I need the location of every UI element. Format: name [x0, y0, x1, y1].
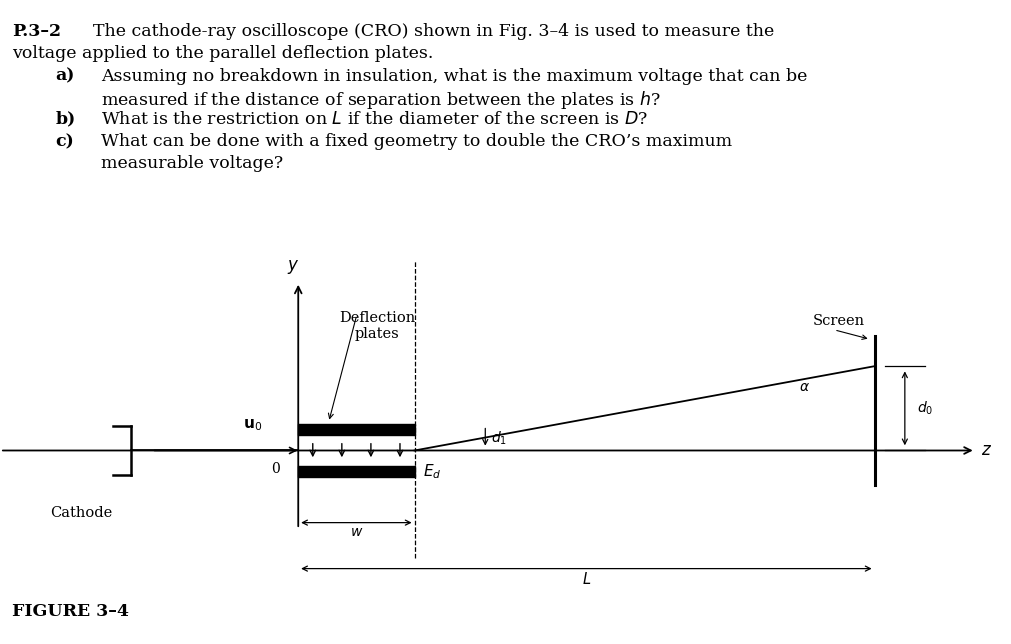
Text: measured if the distance of separation between the plates is $h$?: measured if the distance of separation b…: [101, 89, 661, 111]
Text: voltage applied to the parallel deflection plates.: voltage applied to the parallel deflecti…: [12, 45, 434, 62]
Text: What can be done with a fixed geometry to double the CRO’s maximum: What can be done with a fixed geometry t…: [101, 133, 732, 150]
Text: P.3–2: P.3–2: [12, 23, 61, 39]
Text: $L$: $L$: [581, 571, 591, 587]
Text: 0: 0: [271, 462, 280, 476]
Text: $z$: $z$: [981, 442, 992, 459]
Text: $E_d$: $E_d$: [423, 462, 441, 480]
Bar: [298, 424, 415, 435]
Text: $d_0$: $d_0$: [917, 400, 933, 417]
Text: $y$: $y$: [287, 258, 299, 276]
Text: $w$: $w$: [350, 525, 363, 538]
Text: $d_1$: $d_1$: [491, 430, 508, 447]
Text: $\alpha$: $\alpha$: [799, 380, 810, 394]
Text: The cathode-ray oscilloscope (CRO) shown in Fig. 3–4 is used to measure the: The cathode-ray oscilloscope (CRO) shown…: [93, 23, 774, 39]
Text: What is the restriction on $L$ if the diameter of the screen is $D$?: What is the restriction on $L$ if the di…: [101, 111, 648, 128]
Text: $\mathbf{u}_0$: $\mathbf{u}_0$: [244, 417, 262, 433]
Text: b): b): [56, 111, 76, 128]
Text: Deflection
plates: Deflection plates: [339, 310, 416, 341]
Text: Assuming no breakdown in insulation, what is the maximum voltage that can be: Assuming no breakdown in insulation, wha…: [101, 68, 808, 84]
Text: Cathode: Cathode: [51, 506, 113, 520]
Text: Screen: Screen: [813, 314, 865, 328]
Text: FIGURE 3–4: FIGURE 3–4: [12, 603, 129, 620]
Text: measurable voltage?: measurable voltage?: [101, 155, 283, 171]
Text: a): a): [56, 68, 75, 84]
Bar: [298, 466, 415, 477]
Text: c): c): [56, 133, 75, 150]
